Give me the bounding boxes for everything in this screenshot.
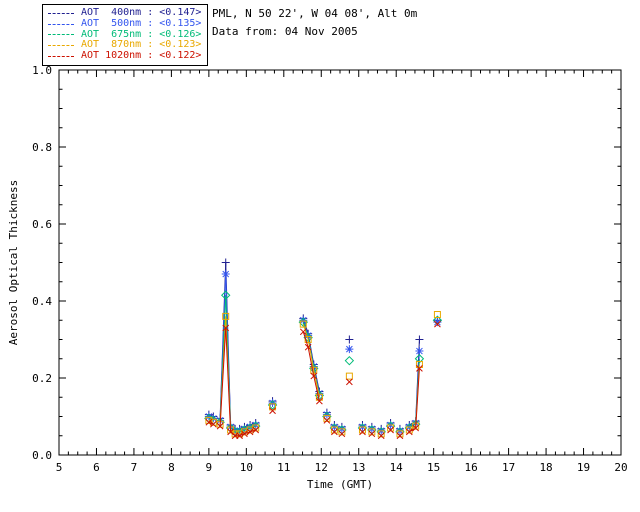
svg-text:0.6: 0.6 [32,218,52,231]
svg-text:8: 8 [168,461,175,474]
series-aot-500nm [204,270,442,435]
axes [58,69,622,456]
svg-text:19: 19 [577,461,590,474]
svg-text:6: 6 [93,461,100,474]
legend-item-675nm: AOT 675nm : <0.126> [48,28,202,41]
legend-swatch-400nm-icon [48,12,74,14]
x-axis-title: Time (GMT) [307,478,373,491]
svg-text:7: 7 [131,461,138,474]
svg-text:0.0: 0.0 [32,449,52,462]
svg-text:5: 5 [56,461,63,474]
svg-text:11: 11 [277,461,290,474]
legend-swatch-870nm-icon [48,45,74,47]
legend-label-1020nm: AOT 1020nm : <0.122> [81,50,202,62]
svg-text:9: 9 [206,461,213,474]
legend-swatch-675nm-icon [48,34,74,36]
legend-item-870nm: AOT 870nm : <0.123> [48,40,201,51]
svg-text:12: 12 [315,461,328,474]
series-aot-400nm [204,258,442,433]
svg-text:18: 18 [539,461,552,474]
svg-text:0.8: 0.8 [32,141,52,154]
legend: AOT 400nm : <0.147> AOT 500nm : <0.135> … [42,4,209,66]
svg-text:20: 20 [614,461,627,474]
svg-text:10: 10 [240,461,253,474]
legend-swatch-500nm-icon [48,23,74,25]
legend-label-400nm: AOT 400nm : <0.147> [81,7,202,18]
svg-text:17: 17 [502,461,515,474]
legend-label-675nm: AOT 675nm : <0.126> [81,28,202,40]
svg-text:0.2: 0.2 [32,372,52,385]
legend-item-400nm: AOT 400nm : <0.147> [48,7,202,19]
legend-item-1020nm: AOT 1020nm : <0.122> [48,50,202,62]
legend-item-500nm: AOT 500nm : <0.135> [48,17,202,30]
data-date: Data from: 04 Nov 2005 [212,25,358,38]
y-axis-title: Aerosol Optical Thickness [7,180,20,346]
svg-text:14: 14 [390,461,404,474]
svg-text:13: 13 [352,461,365,474]
legend-swatch-1020nm-icon [48,56,74,58]
svg-text:15: 15 [427,461,440,474]
series-aot-1020nm [205,320,441,440]
station-info: PML, N 50 22', W 04 08', Alt 0m [212,7,418,20]
axis-labels: 5 6 7 8 9 10 11 12 13 14 15 16 17 18 19 20 0.0 0.2 0.4 0.6 0… [7,64,628,491]
legend-label-870nm: AOT 870nm : <0.123> [81,39,202,51]
legend-label-500nm: AOT 500nm : <0.135> [81,17,202,29]
svg-text:1.0: 1.0 [32,64,52,77]
svg-text:0.4: 0.4 [32,295,52,308]
svg-text:16: 16 [465,461,478,474]
series-aot-870nm [205,310,441,438]
